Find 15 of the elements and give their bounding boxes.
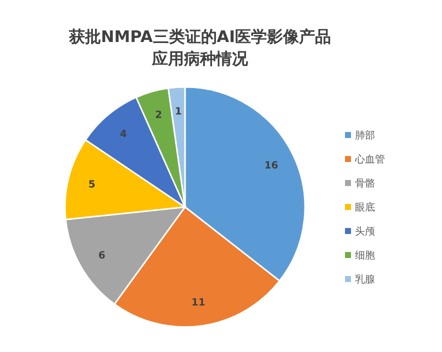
- legend-label: 乳腺: [355, 274, 375, 286]
- data-label: 16: [264, 160, 278, 172]
- data-label: 5: [88, 179, 96, 190]
- chart-title: 获批NMPA三类证的AI医学影像产品应用病种情况: [68, 27, 332, 68]
- data-label: 2: [155, 110, 162, 122]
- data-label: 6: [98, 250, 106, 262]
- legend-label: 头颅: [355, 226, 375, 238]
- data-label: 11: [191, 298, 206, 309]
- legend-label: 骨骼: [355, 178, 375, 190]
- legend-label: 眼底: [355, 202, 375, 214]
- data-label: 4: [120, 128, 127, 140]
- legend-label: 心血管: [354, 154, 385, 166]
- legend-label: 细胞: [355, 250, 375, 262]
- legend-label: 肺部: [355, 130, 375, 142]
- data-label: 1: [174, 106, 182, 118]
